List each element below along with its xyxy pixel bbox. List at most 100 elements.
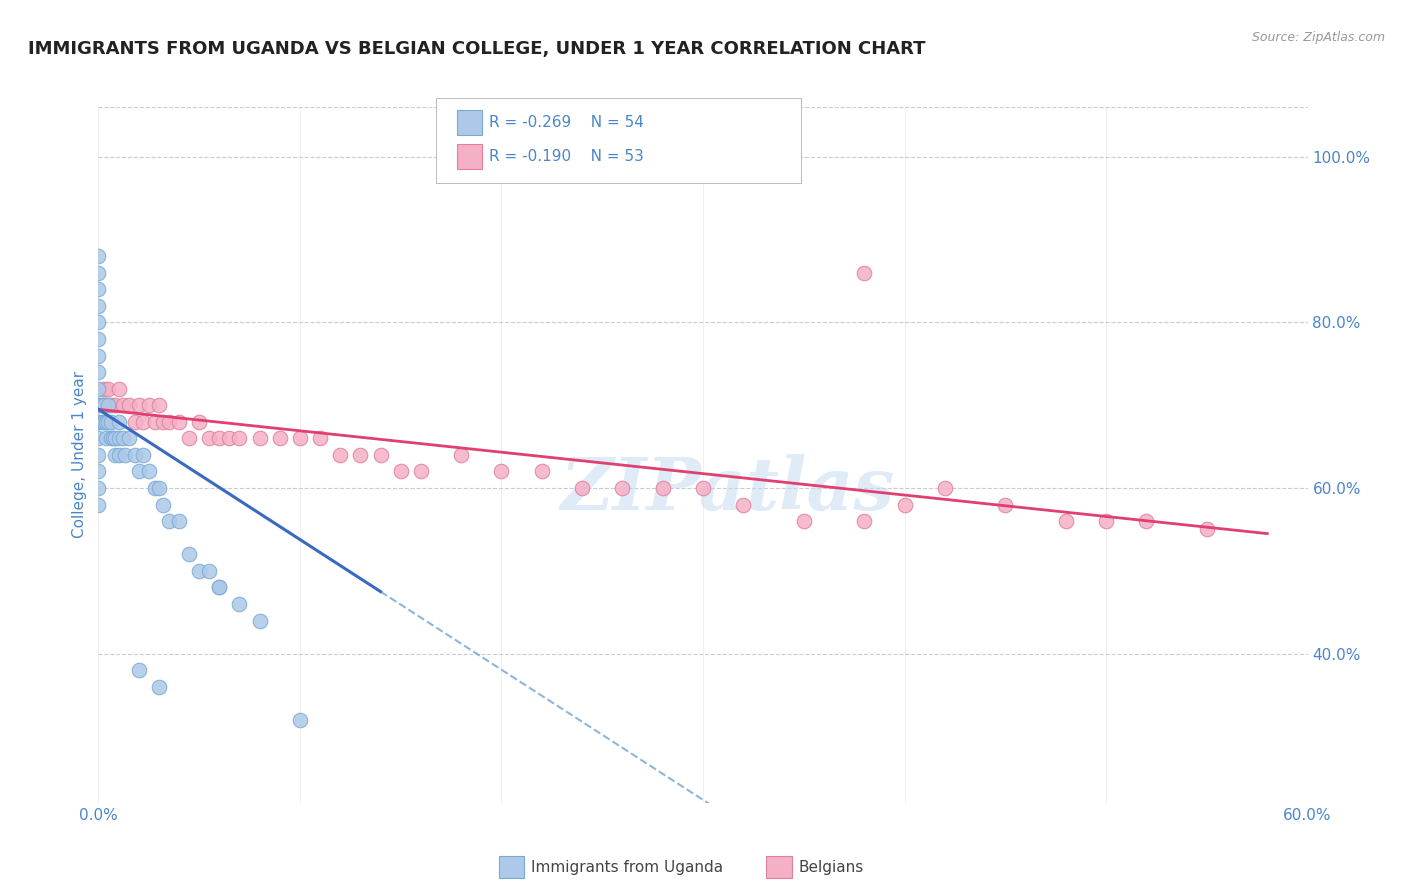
Point [107, 431, 129, 445]
Point [97, 398, 120, 412]
Text: IMMIGRANTS FROM UGANDA VS BELGIAN COLLEGE, UNDER 1 YEAR CORRELATION CHART: IMMIGRANTS FROM UGANDA VS BELGIAN COLLEG… [28, 40, 925, 58]
Point [128, 465, 150, 479]
Text: Immigrants from Uganda: Immigrants from Uganda [531, 860, 724, 874]
Point [269, 431, 291, 445]
Point [1095, 514, 1118, 528]
Point [208, 581, 231, 595]
Point [101, 431, 124, 445]
Point [87, 415, 110, 429]
Point [188, 415, 211, 429]
Point [179, 431, 201, 445]
Point [853, 266, 876, 280]
Point [124, 415, 146, 429]
Point [87, 448, 110, 462]
Point [138, 398, 160, 412]
Point [93, 415, 115, 429]
Point [349, 448, 371, 462]
Point [208, 581, 231, 595]
Point [111, 398, 134, 412]
Point [198, 564, 221, 578]
Point [288, 431, 311, 445]
Point [450, 448, 472, 462]
Text: ZIPatlas: ZIPatlas [560, 454, 894, 525]
Point [228, 431, 250, 445]
Point [87, 465, 110, 479]
Point [97, 382, 120, 396]
Point [934, 481, 956, 495]
Point [994, 498, 1017, 512]
Point [100, 431, 122, 445]
Point [87, 282, 110, 296]
Point [103, 448, 125, 462]
Point [87, 299, 110, 313]
Point [103, 431, 125, 445]
Point [87, 415, 110, 429]
Point [87, 349, 110, 363]
Point [87, 481, 110, 495]
Text: R = -0.190    N = 53: R = -0.190 N = 53 [489, 149, 644, 163]
Point [389, 465, 412, 479]
Point [179, 547, 201, 561]
Point [793, 514, 815, 528]
Point [288, 713, 311, 727]
Point [491, 465, 513, 479]
Point [128, 663, 150, 677]
Point [188, 564, 211, 578]
Point [1195, 523, 1218, 537]
Point [157, 514, 180, 528]
Point [100, 398, 122, 412]
Point [167, 514, 190, 528]
Point [692, 481, 714, 495]
Point [409, 465, 432, 479]
Point [148, 481, 170, 495]
Point [138, 465, 160, 479]
Point [118, 431, 141, 445]
Point [132, 448, 155, 462]
Point [107, 415, 129, 429]
Point [87, 398, 110, 412]
Point [91, 398, 114, 412]
Point [111, 431, 134, 445]
Point [157, 415, 180, 429]
Point [87, 315, 110, 329]
Point [87, 498, 110, 512]
Point [87, 431, 110, 445]
Point [571, 481, 593, 495]
Point [128, 398, 150, 412]
Point [167, 415, 190, 429]
Point [124, 448, 146, 462]
Point [107, 448, 129, 462]
Point [152, 498, 174, 512]
Point [530, 465, 553, 479]
Y-axis label: College, Under 1 year: College, Under 1 year [72, 371, 87, 539]
Point [148, 398, 170, 412]
Point [612, 481, 634, 495]
Point [87, 382, 110, 396]
Point [93, 382, 115, 396]
Point [853, 514, 876, 528]
Point [309, 431, 332, 445]
Point [96, 431, 118, 445]
Point [1135, 514, 1157, 528]
Point [208, 431, 231, 445]
Text: Belgians: Belgians [799, 860, 863, 874]
Point [118, 398, 141, 412]
Point [228, 597, 250, 611]
Point [91, 398, 114, 412]
Point [218, 431, 240, 445]
Point [87, 398, 110, 412]
Point [87, 365, 110, 379]
Text: Source: ZipAtlas.com: Source: ZipAtlas.com [1251, 31, 1385, 45]
Point [96, 398, 118, 412]
Point [91, 415, 114, 429]
Point [198, 431, 221, 445]
Point [329, 448, 352, 462]
Point [114, 448, 136, 462]
Text: R = -0.269    N = 54: R = -0.269 N = 54 [489, 115, 644, 129]
Point [100, 415, 122, 429]
Point [87, 332, 110, 346]
Point [143, 415, 166, 429]
Point [97, 415, 120, 429]
Point [893, 498, 915, 512]
Point [1054, 514, 1077, 528]
